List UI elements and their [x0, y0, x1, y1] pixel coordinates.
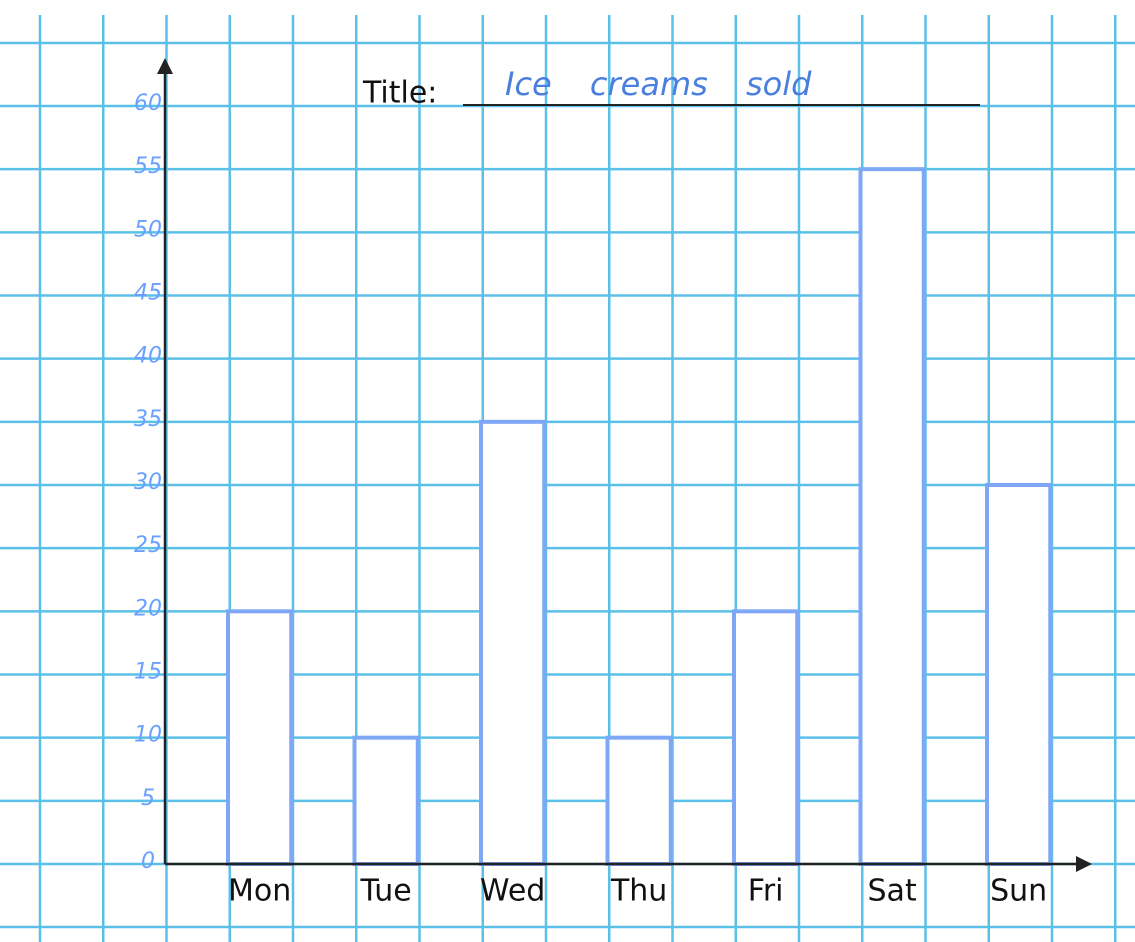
y-tick-label: 55	[134, 154, 162, 179]
bar	[479, 419, 547, 866]
grid-paper	[0, 15, 1135, 942]
x-tick-label: Sun	[990, 874, 1047, 909]
y-axis-arrow	[157, 58, 173, 74]
y-tick-label: 0	[141, 849, 155, 874]
title-label: Title:	[362, 76, 437, 111]
bar	[352, 735, 420, 867]
x-tick-label: Mon	[228, 874, 291, 909]
y-tick-label: 25	[134, 533, 162, 558]
x-tick-label: Tue	[360, 874, 412, 909]
x-tick-label: Sat	[868, 874, 917, 909]
x-tick-label: Thu	[610, 874, 667, 909]
y-tick-label: 35	[134, 407, 162, 432]
y-tick-label: 40	[134, 344, 162, 369]
plot: 0 5 10 15 20 25 30 35 40 45 50 55 60 Mon Tue Wed Thu Fri S…	[134, 91, 1053, 909]
chart-title: Ice creams sold	[505, 65, 812, 103]
x-tick-label: Wed	[480, 874, 545, 909]
y-tick-label: 10	[134, 723, 162, 748]
y-tick-label: 15	[134, 660, 162, 685]
y-tick-label: 30	[134, 470, 162, 495]
bar	[858, 167, 926, 866]
y-tick-label: 60	[134, 91, 162, 116]
y-tick-label: 20	[134, 596, 162, 621]
y-tick-label: 50	[134, 217, 162, 242]
x-tick-label: Fri	[748, 874, 784, 909]
bar	[985, 483, 1053, 866]
bar	[605, 735, 673, 867]
x-axis-arrow	[1076, 856, 1092, 872]
bar	[732, 609, 800, 866]
bar	[226, 609, 294, 866]
y-tick-label: 5	[141, 786, 155, 811]
y-tick-label: 45	[134, 281, 162, 306]
